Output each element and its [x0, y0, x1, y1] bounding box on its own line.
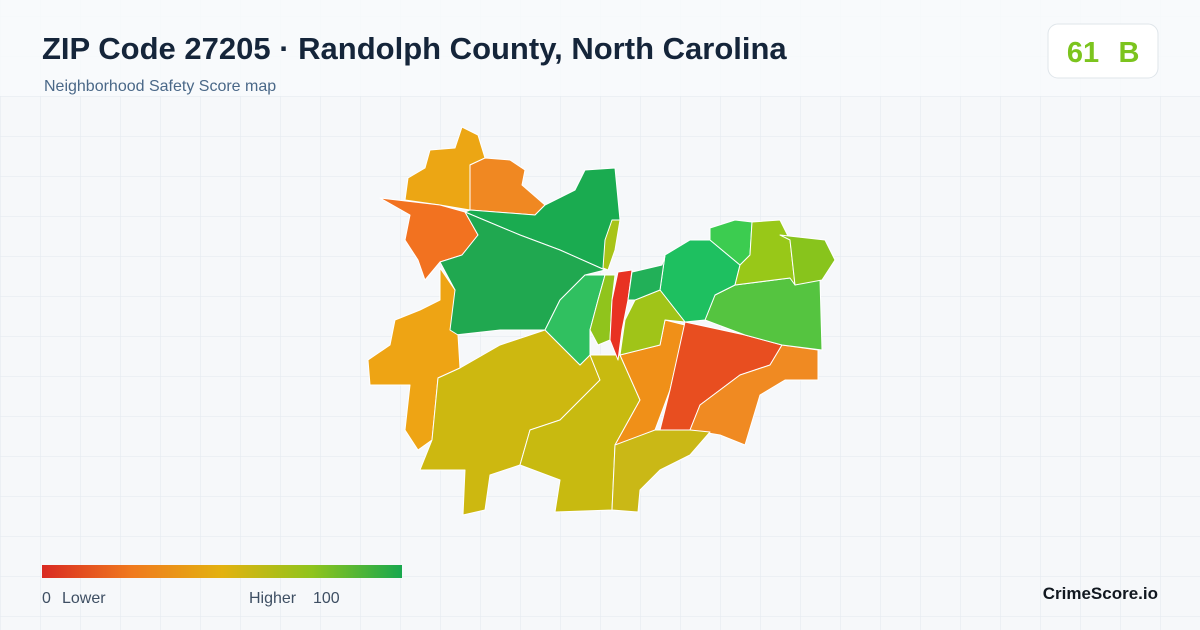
score-value: 61 [1067, 37, 1099, 69]
map [367, 126, 836, 516]
region [611, 429, 711, 513]
score-grade: B [1119, 37, 1140, 69]
legend-gradient [42, 565, 402, 578]
region [367, 267, 461, 451]
region [734, 219, 796, 286]
region [627, 254, 666, 301]
legend-max: 100 [313, 590, 340, 607]
legend: 0 Lower Higher 100 [42, 565, 402, 607]
region [589, 274, 616, 346]
score-badge: 61 B [1047, 23, 1159, 79]
header-band [0, 0, 1200, 96]
title: ZIP Code 27205 · Randolph County, North … [42, 31, 787, 66]
subtitle: Neighborhood Safety Score map [44, 78, 276, 95]
region [619, 289, 686, 356]
score-box [1047, 23, 1159, 79]
legend-min: 0 [42, 590, 51, 607]
region [424, 211, 606, 336]
legend-max-label: Higher [249, 590, 297, 607]
legend-min-label: Lower [62, 590, 106, 607]
region [779, 234, 836, 286]
region [602, 219, 621, 271]
region [689, 344, 819, 446]
brand: CrimeScore.io [1043, 584, 1158, 603]
